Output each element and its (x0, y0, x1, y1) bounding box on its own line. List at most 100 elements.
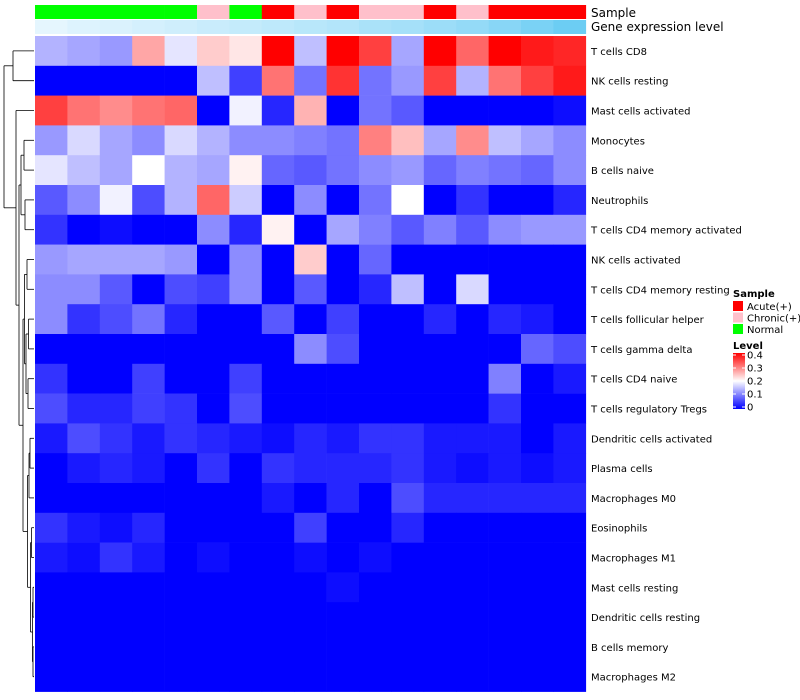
sample-legend-label-chronic: Chronic(+) (747, 314, 800, 325)
heatmap-cell (456, 304, 489, 335)
row-label-t-cells-cd4-memory-resting: T cells CD4 memory resting (590, 285, 730, 296)
heatmap-cell (326, 393, 360, 424)
sample-track-label: Sample (591, 6, 636, 20)
heatmap-cell (164, 512, 198, 543)
heatmap-cell (391, 572, 425, 603)
heatmap-cell (326, 572, 360, 603)
heatmap-cell (359, 661, 392, 692)
heatmap-cell (521, 155, 554, 186)
row-label-eosinophils: Eosinophils (591, 524, 647, 535)
heatmap-cell (488, 185, 522, 216)
heatmap-cell (99, 155, 133, 186)
heatmap-cell (261, 125, 295, 156)
heatmap-cell (391, 244, 425, 275)
heatmap-cell (164, 393, 198, 424)
heatmap-cell (164, 483, 198, 514)
heatmap-cell (229, 304, 263, 335)
heatmap-cell (521, 36, 554, 67)
heatmap-cell (261, 334, 295, 365)
heatmap-cell (261, 661, 295, 692)
heatmap-cell (164, 572, 198, 603)
sample-annotation-cell (391, 5, 425, 19)
heatmap-cell (197, 423, 230, 454)
heatmap-cell (521, 185, 554, 216)
heatmap-cell (132, 393, 165, 424)
heatmap-cell (294, 661, 327, 692)
heatmap-cell (229, 334, 263, 365)
heatmap-cell (359, 95, 392, 126)
heatmap-cell (229, 125, 263, 156)
heatmap-cell (423, 542, 457, 573)
heatmap-cell (326, 185, 360, 216)
expression-annotation-cell (326, 20, 360, 34)
heatmap-cell (294, 214, 327, 245)
sample-legend: Sample Acute(+)Chronic(+)Normal (733, 289, 800, 336)
heatmap-cell (35, 334, 68, 365)
heatmap-cell (488, 423, 522, 454)
heatmap-cell (132, 304, 165, 335)
heatmap-cell (391, 483, 425, 514)
heatmap-cell (391, 95, 425, 126)
heatmap-cell (99, 393, 133, 424)
row-label-t-cells-cd8: T cells CD8 (590, 47, 647, 58)
heatmap-cell (488, 304, 522, 335)
heatmap-cell (99, 363, 133, 394)
sample-annotation-cell (99, 5, 133, 19)
heatmap-cell (359, 244, 392, 275)
heatmap-cell (423, 185, 457, 216)
heatmap-cell (197, 483, 230, 514)
heatmap-cell (359, 125, 392, 156)
level-legend-tick-label: 0 (747, 403, 753, 414)
heatmap-cell (132, 185, 165, 216)
row-label-nk-cells-resting: NK cells resting (591, 77, 668, 88)
heatmap-cell (391, 125, 425, 156)
level-legend-tick-label: 0.1 (747, 390, 763, 401)
heatmap-cell (67, 304, 101, 335)
expression-annotation-cell (164, 20, 198, 34)
heatmap-cell (359, 155, 392, 186)
heatmap-cell (99, 125, 133, 156)
heatmap-cell (521, 334, 554, 365)
heatmap-cell (553, 95, 587, 126)
heatmap-cell (391, 602, 425, 633)
expression-annotation-cell (294, 20, 327, 34)
expression-annotation-cell (261, 20, 295, 34)
row-label-dendritic-cells-resting: Dendritic cells resting (591, 613, 700, 624)
heatmap-cell (99, 632, 133, 663)
heatmap-cell (359, 36, 392, 67)
heatmap-cell (391, 65, 425, 96)
heatmap-cell (35, 423, 68, 454)
heatmap-cell (229, 542, 263, 573)
heatmap-cell (521, 632, 554, 663)
heatmap-cell (35, 572, 68, 603)
heatmap-cell (67, 632, 101, 663)
heatmap-cell (229, 363, 263, 394)
heatmap-cell (326, 65, 360, 96)
heatmap-cell (229, 244, 263, 275)
heatmap-cell (423, 304, 457, 335)
heatmap-cell (35, 393, 68, 424)
heatmap-cell (553, 125, 587, 156)
heatmap-cell (132, 36, 165, 67)
expression-annotation-cell (67, 20, 101, 34)
heatmap-cell (132, 542, 165, 573)
heatmap-cell (326, 244, 360, 275)
heatmap-cell (132, 661, 165, 692)
heatmap-cell (488, 244, 522, 275)
heatmap-cell (456, 632, 489, 663)
heatmap-cell (553, 661, 587, 692)
heatmap-cell (359, 393, 392, 424)
expression-annotation-cell (488, 20, 522, 34)
heatmap-cell (35, 244, 68, 275)
heatmap-cell (294, 36, 327, 67)
heatmap-cell (99, 214, 133, 245)
heatmap-cell (553, 334, 587, 365)
heatmap-cell (326, 602, 360, 633)
heatmap-cell (294, 155, 327, 186)
heatmap-cell (35, 304, 68, 335)
heatmap-cell (326, 363, 360, 394)
heatmap-cell (197, 185, 230, 216)
row-label-dendritic-cells-activated: Dendritic cells activated (591, 434, 712, 445)
expression-annotation-cell (99, 20, 133, 34)
